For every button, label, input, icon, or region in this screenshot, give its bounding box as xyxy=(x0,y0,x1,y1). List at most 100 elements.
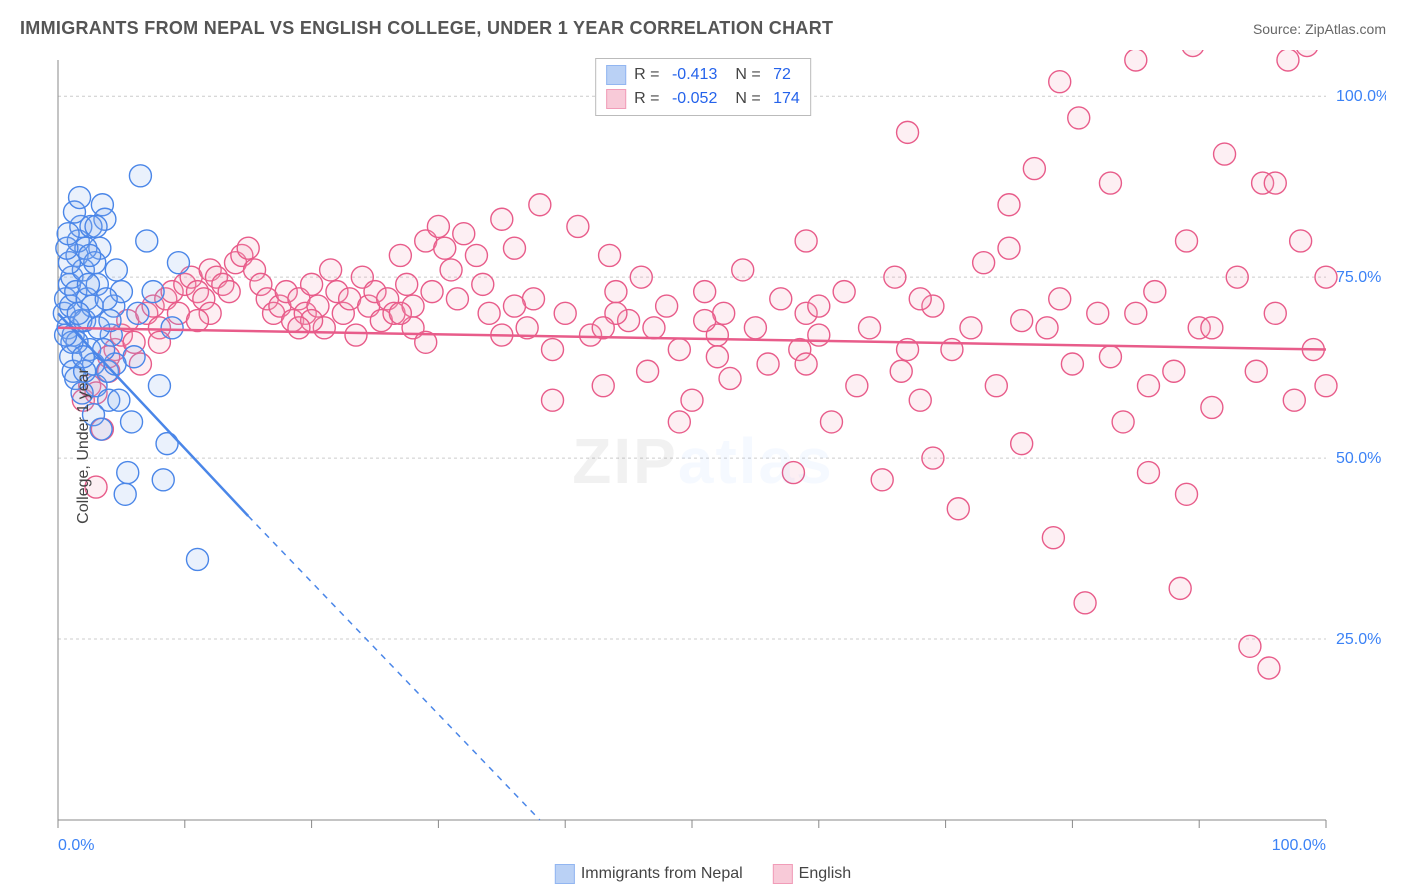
data-point xyxy=(706,346,728,368)
data-point xyxy=(643,317,665,339)
legend-r-value: -0.052 xyxy=(668,87,718,111)
legend-item: English xyxy=(773,864,851,884)
data-point xyxy=(1258,657,1280,679)
data-point xyxy=(1214,143,1236,165)
legend-swatch xyxy=(555,864,575,884)
y-tick-label: 50.0% xyxy=(1336,450,1381,467)
data-point xyxy=(656,295,678,317)
data-point xyxy=(1296,50,1318,57)
data-point xyxy=(1169,577,1191,599)
y-tick-label: 100.0% xyxy=(1336,88,1386,105)
legend-n-value: 72 xyxy=(769,63,791,87)
data-point xyxy=(136,230,158,252)
scatter-chart: 25.0% 50.0% 75.0% 100.0% 0.0% 100.0% xyxy=(20,50,1386,872)
data-point xyxy=(1074,592,1096,614)
data-point xyxy=(1201,317,1223,339)
data-point xyxy=(1264,172,1286,194)
data-point xyxy=(599,244,621,266)
data-point xyxy=(1144,281,1166,303)
data-point xyxy=(592,375,614,397)
data-point xyxy=(998,237,1020,259)
data-point xyxy=(630,266,652,288)
data-point xyxy=(427,215,449,237)
data-point xyxy=(478,302,500,324)
data-point xyxy=(1245,360,1267,382)
data-point xyxy=(108,389,130,411)
data-point xyxy=(148,375,170,397)
x-max-label: 100.0% xyxy=(1272,837,1326,854)
data-point xyxy=(105,259,127,281)
data-point xyxy=(1049,71,1071,93)
data-point xyxy=(1068,107,1090,129)
data-point xyxy=(1290,230,1312,252)
data-point xyxy=(554,302,576,324)
data-point xyxy=(446,288,468,310)
data-point xyxy=(90,418,112,440)
data-point xyxy=(757,353,779,375)
legend-n-value: 174 xyxy=(769,87,800,111)
data-point xyxy=(396,273,418,295)
legend-n-label: N = xyxy=(735,87,760,111)
data-point xyxy=(605,281,627,303)
series-english xyxy=(72,50,1337,679)
data-point xyxy=(694,310,716,332)
data-point xyxy=(69,187,91,209)
data-point xyxy=(985,375,1007,397)
chart-area: 25.0%50.0%75.0%100.0%0.0%100.0% ZIPatlas xyxy=(20,50,1386,872)
x-min-label: 0.0% xyxy=(58,837,94,854)
data-point xyxy=(1137,375,1159,397)
legend-r-label: R = xyxy=(634,63,659,87)
data-point xyxy=(186,310,208,332)
data-point xyxy=(117,462,139,484)
data-point xyxy=(808,324,830,346)
legend-swatch xyxy=(773,864,793,884)
legend-swatch xyxy=(606,89,626,109)
data-point xyxy=(440,259,462,281)
data-point xyxy=(186,548,208,570)
data-point xyxy=(681,389,703,411)
data-point xyxy=(567,215,589,237)
data-point xyxy=(465,244,487,266)
data-point xyxy=(389,244,411,266)
chart-header: IMMIGRANTS FROM NEPAL VS ENGLISH COLLEGE… xyxy=(20,18,1386,39)
data-point xyxy=(77,273,99,295)
data-point xyxy=(288,317,310,339)
data-point xyxy=(1283,389,1305,411)
trend-line-dash xyxy=(248,516,540,820)
data-point xyxy=(152,469,174,491)
data-point xyxy=(770,288,792,310)
legend-stat-row: R = -0.413N = 72 xyxy=(606,63,800,87)
y-tick-label: 25.0% xyxy=(1336,631,1381,648)
data-point xyxy=(79,244,101,266)
data-point xyxy=(1264,302,1286,324)
data-point xyxy=(472,273,494,295)
legend-label: English xyxy=(799,865,851,882)
data-point xyxy=(491,208,513,230)
data-point xyxy=(820,411,842,433)
legend-r-value: -0.413 xyxy=(668,63,718,87)
data-point xyxy=(142,281,164,303)
data-point xyxy=(1049,288,1071,310)
data-point xyxy=(503,237,525,259)
y-tick-label: 75.0% xyxy=(1336,269,1381,286)
data-point xyxy=(1182,50,1204,57)
data-point xyxy=(1061,353,1083,375)
data-point xyxy=(833,281,855,303)
data-point xyxy=(1099,172,1121,194)
data-point xyxy=(389,302,411,324)
data-point xyxy=(1011,433,1033,455)
chart-title: IMMIGRANTS FROM NEPAL VS ENGLISH COLLEGE… xyxy=(20,18,833,39)
data-point xyxy=(345,324,367,346)
data-point xyxy=(1125,50,1147,71)
data-point xyxy=(1099,346,1121,368)
data-point xyxy=(782,462,804,484)
trend-line xyxy=(58,328,1326,350)
data-point xyxy=(1315,266,1337,288)
data-point xyxy=(1239,635,1261,657)
data-point xyxy=(1112,411,1134,433)
data-point xyxy=(795,353,817,375)
data-point xyxy=(890,360,912,382)
data-point xyxy=(1226,266,1248,288)
legend-stat-row: R = -0.052N = 174 xyxy=(606,87,800,111)
data-point xyxy=(1163,360,1185,382)
